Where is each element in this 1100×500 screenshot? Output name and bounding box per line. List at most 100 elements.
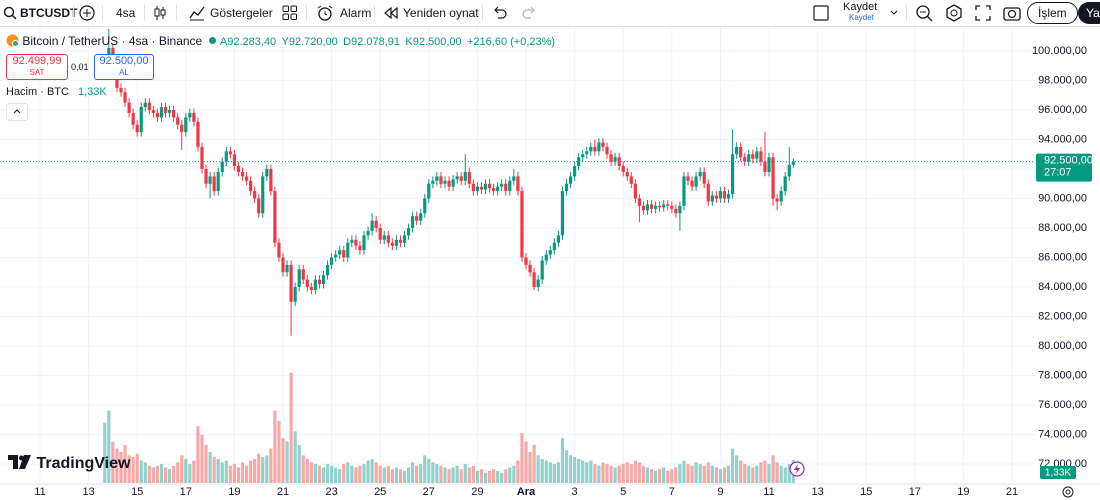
layout-select-icon[interactable] xyxy=(813,5,829,21)
candle-body xyxy=(775,198,779,202)
search-icon[interactable] xyxy=(3,5,17,21)
candle-body xyxy=(787,164,791,177)
candle-body xyxy=(455,176,459,180)
candle-body xyxy=(382,235,386,240)
volume-bar xyxy=(783,467,787,483)
chart-type-icon[interactable] xyxy=(153,5,167,21)
volume-bar xyxy=(111,441,115,483)
candle-body xyxy=(143,102,147,108)
candle-body xyxy=(281,257,285,273)
symbol-button[interactable]: BTCUSDT xyxy=(20,6,78,20)
volume-legend: Hacim · BTC 1,33K xyxy=(6,86,107,98)
volume-bar xyxy=(645,467,650,483)
candle-body xyxy=(184,117,188,133)
save-menu-icon[interactable] xyxy=(889,5,899,21)
candle-body xyxy=(504,183,508,192)
volume-bar xyxy=(629,464,633,483)
volume-bar xyxy=(714,467,718,483)
volume-bar xyxy=(228,465,232,483)
volume-bar xyxy=(443,467,447,483)
x-tick-label: 13 xyxy=(82,486,94,498)
x-tick-label: 19 xyxy=(957,486,969,498)
volume-bar xyxy=(568,455,573,483)
volume-bar xyxy=(739,460,743,483)
volume-bar xyxy=(317,465,322,483)
volume-title[interactable]: Hacim · BTC xyxy=(6,86,69,98)
x-tick-label: 7 xyxy=(669,486,675,498)
tradingview-logo[interactable]: TradingView xyxy=(8,455,130,473)
trade-button[interactable]: İşlem xyxy=(1027,2,1078,24)
collapse-legend-button[interactable] xyxy=(6,103,28,121)
candle-body xyxy=(402,235,407,243)
indicators-button[interactable]: Göstergeler xyxy=(210,6,273,20)
y-tick-label: 78.000,00 xyxy=(1038,369,1087,381)
alarm-icon[interactable] xyxy=(317,5,334,21)
candle-body xyxy=(435,176,439,181)
compare-icon[interactable] xyxy=(78,5,96,21)
candle-body xyxy=(415,216,419,221)
volume-bar xyxy=(467,467,471,483)
candle-body xyxy=(601,142,605,147)
spread: 0,01 xyxy=(71,62,89,72)
candle-body xyxy=(330,257,334,265)
save-button[interactable]: Kaydet xyxy=(843,1,878,13)
candle-body xyxy=(253,191,257,199)
candle-body xyxy=(269,168,273,192)
volume-bar xyxy=(216,458,220,483)
volume-bar xyxy=(277,420,281,483)
replay-button[interactable]: Yeniden oynat xyxy=(403,6,479,20)
lightning-button[interactable] xyxy=(789,461,805,477)
candle-body xyxy=(492,188,496,192)
axis-settings-button[interactable] xyxy=(1061,485,1075,499)
volume-bar xyxy=(702,465,706,483)
symbol-title[interactable]: Bitcoin / TetherUS · 4sa · Binance xyxy=(22,34,203,48)
settings-icon[interactable] xyxy=(945,4,963,22)
volume-bar xyxy=(232,464,236,483)
candle-body xyxy=(714,195,718,199)
publish-button[interactable]: Ya xyxy=(1078,2,1100,24)
quick-search-icon[interactable] xyxy=(915,4,933,22)
separator xyxy=(482,5,483,21)
candle-body xyxy=(771,157,775,199)
candle-body xyxy=(419,213,423,221)
logo-mark xyxy=(8,455,31,469)
fullscreen-icon[interactable] xyxy=(975,5,991,21)
redo-icon[interactable] xyxy=(521,5,537,21)
candle-body xyxy=(139,107,143,133)
alarm-button[interactable]: Alarm xyxy=(340,6,372,20)
candle-body xyxy=(483,183,488,190)
candle-body xyxy=(248,180,253,192)
volume-bar xyxy=(747,465,751,483)
volume-bar xyxy=(135,453,139,483)
x-tick-label: 3 xyxy=(572,486,578,498)
buy-button[interactable]: 92.500,00 AL xyxy=(94,54,154,80)
candle-body xyxy=(698,171,702,177)
candle-body xyxy=(342,250,346,258)
volume-bar xyxy=(244,465,249,483)
candle-body xyxy=(666,204,670,206)
replay-icon[interactable] xyxy=(383,5,399,21)
volume-bar xyxy=(564,450,569,483)
indicators-icon[interactable] xyxy=(189,5,205,21)
layout-icon[interactable] xyxy=(282,5,298,21)
sell-button[interactable]: 92.499,99 SAT xyxy=(6,54,68,80)
y-tick-label: 76.000,00 xyxy=(1038,399,1087,411)
candle-body xyxy=(192,112,196,122)
candle-body xyxy=(261,176,265,214)
volume-bar xyxy=(406,467,411,483)
volume-bar xyxy=(354,467,358,483)
candle-body xyxy=(334,254,338,258)
candle-body xyxy=(293,286,297,302)
separator xyxy=(102,5,103,21)
undo-icon[interactable] xyxy=(492,5,508,21)
candle-body xyxy=(127,102,131,113)
snapshot-icon[interactable] xyxy=(1003,5,1021,21)
separator xyxy=(374,5,375,21)
volume-bar xyxy=(398,469,403,483)
volume-bar xyxy=(321,467,326,483)
volume-bar xyxy=(532,445,536,483)
interval-button[interactable]: 4sa xyxy=(116,6,136,20)
status-dot xyxy=(208,37,216,44)
volume-bar xyxy=(621,464,625,483)
volume-bar xyxy=(167,469,172,483)
